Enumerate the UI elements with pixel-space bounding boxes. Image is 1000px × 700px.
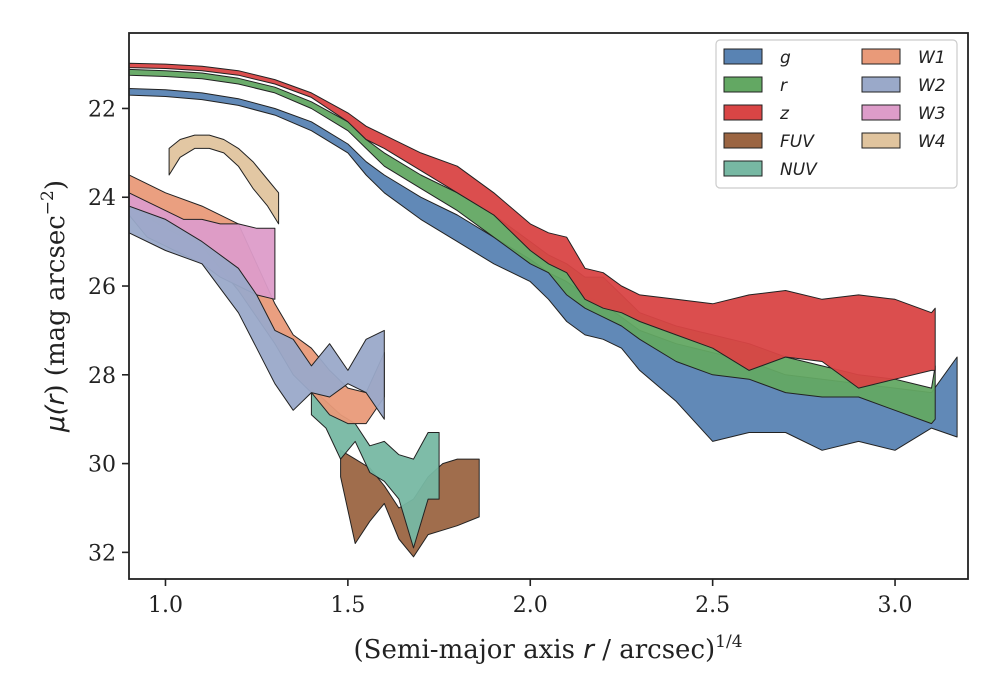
- band-w2: [129, 205, 385, 420]
- y-tick-label: 30: [88, 453, 116, 478]
- legend-swatch-g: [723, 48, 763, 65]
- legend-label-z: z: [779, 104, 790, 124]
- legend-swatch-fuv: [723, 132, 763, 149]
- x-tick-label: 1.5: [330, 593, 365, 618]
- y-tick-label: 32: [88, 541, 116, 566]
- x-axis-title-part-1: (Semi-major axis: [353, 635, 583, 665]
- x-tick-label: 2.0: [513, 593, 548, 618]
- y-axis-title: μ(r) (mag arcsec−2): [38, 180, 71, 433]
- legend-swatch-w4: [861, 132, 901, 149]
- legend-swatch-w2: [861, 76, 901, 93]
- x-tick-label: 3.0: [878, 593, 913, 618]
- legend-label-r: r: [780, 76, 788, 96]
- y-tick-label: 24: [88, 186, 116, 211]
- y-axis-title-part-2: ) (mag arcsec: [41, 215, 71, 394]
- legend-label-g: g: [780, 48, 791, 68]
- x-axis-ticks: 1.0 1.5 2.0 2.5 3.0: [148, 579, 913, 618]
- legend-swatch-w3: [861, 104, 901, 121]
- legend-label-w3: W3: [918, 104, 946, 124]
- plot-frame: [128, 32, 969, 580]
- legend-label-w1: W1: [918, 48, 946, 68]
- band-areas: [129, 62, 958, 558]
- y-axis-title-var: r: [41, 392, 71, 405]
- band-w4: [168, 134, 280, 225]
- x-tick-label: 1.0: [148, 593, 183, 618]
- legend-label-w4: W4: [918, 132, 946, 152]
- x-axis-title-exponent: 1/4: [715, 632, 742, 652]
- y-axis-ticks: 22 24 26 28 30 32: [88, 97, 129, 566]
- legend-swatch-nuv: [723, 160, 763, 177]
- x-axis-title-part-2: / arcsec): [594, 635, 715, 665]
- legend-swatch-w1: [861, 48, 901, 65]
- y-tick-label: 26: [88, 275, 116, 300]
- y-axis-title-close: ): [41, 180, 71, 190]
- x-axis-title-var: r: [583, 635, 596, 665]
- legend: grz FUV NUV W1 W2 W3 W4: [715, 39, 958, 189]
- x-tick-label: 2.5: [695, 593, 730, 618]
- legend-label-w2: W2: [918, 76, 946, 96]
- legend-swatch-r: [723, 76, 763, 93]
- y-axis-title-mu: μ(: [41, 403, 71, 433]
- legend-label-fuv: FUV: [780, 132, 815, 152]
- band-z: [129, 62, 936, 389]
- x-axis-title: (Semi-major axis r / arcsec)1/4: [353, 632, 742, 665]
- legend-label-nuv: NUV: [780, 160, 818, 180]
- band-nuv: [310, 387, 440, 549]
- y-tick-label: 28: [88, 364, 116, 389]
- y-tick-label: 22: [88, 97, 116, 122]
- legend-swatch-z: [723, 104, 763, 121]
- y-axis-title-exponent: −2: [38, 190, 58, 215]
